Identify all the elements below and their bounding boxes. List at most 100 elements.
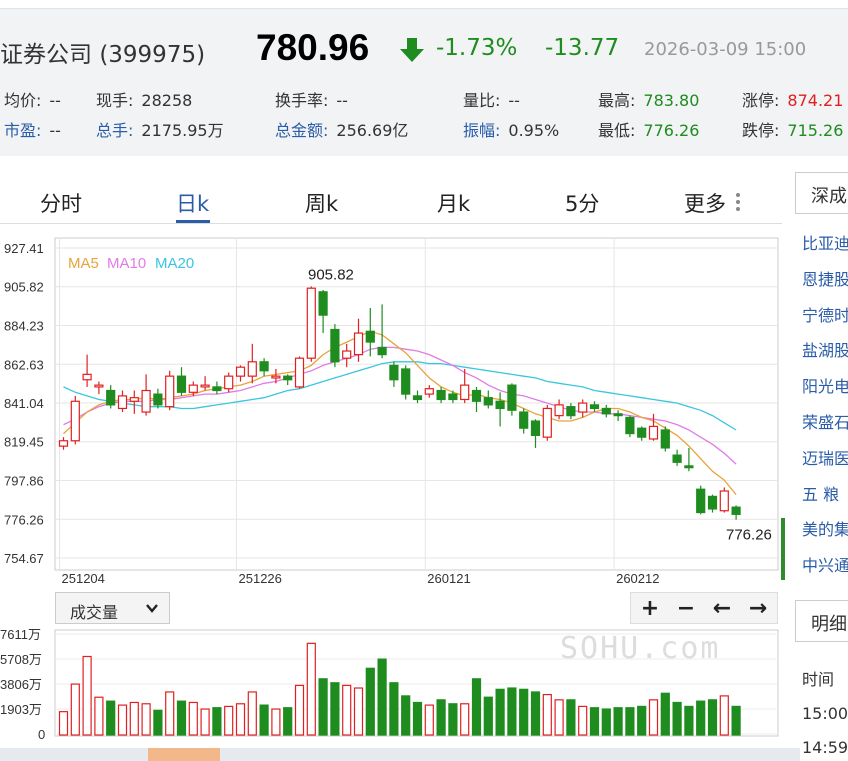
y-tick-label: 754.67 <box>4 551 44 566</box>
candle-body[interactable] <box>94 384 104 388</box>
stat-value: 28258 <box>141 91 193 110</box>
candle-body[interactable] <box>719 490 729 512</box>
candle-body[interactable] <box>365 330 375 343</box>
candle-body[interactable] <box>601 407 611 415</box>
candle-body[interactable] <box>401 368 411 395</box>
candle-body[interactable] <box>141 389 151 413</box>
candle-body[interactable] <box>589 404 600 410</box>
candle-body[interactable] <box>247 361 257 377</box>
tab-4[interactable]: 5分 <box>565 192 600 216</box>
constituent-link[interactable]: 中兴通 <box>802 556 848 576</box>
candle-body[interactable] <box>684 465 694 469</box>
volume-bar <box>672 701 682 736</box>
tab-2[interactable]: 周k <box>305 192 339 216</box>
candle-body[interactable] <box>271 375 281 379</box>
volume-indicator-select[interactable]: 成交量 <box>55 592 170 624</box>
candle-body[interactable] <box>672 454 682 463</box>
stat-label[interactable]: 市盈: <box>4 121 42 140</box>
candle-body[interactable] <box>377 346 387 356</box>
candle-body[interactable] <box>259 361 269 372</box>
candle-body[interactable] <box>625 416 635 435</box>
candle-body[interactable] <box>542 407 552 438</box>
candle-body[interactable] <box>648 425 659 440</box>
candle-body[interactable] <box>578 402 588 413</box>
candle-body[interactable] <box>153 393 163 406</box>
constituent-link[interactable]: 比亚迪 <box>802 234 848 253</box>
candle-body[interactable] <box>294 357 305 388</box>
constituent-link[interactable]: 美的集 <box>802 520 848 540</box>
volume-bar <box>424 704 434 736</box>
tab-0[interactable]: 分时 <box>40 192 82 216</box>
candle-body[interactable] <box>389 364 399 381</box>
candle-body[interactable] <box>707 495 718 510</box>
constituent-link[interactable]: 阳光电 <box>802 377 848 397</box>
candle-body[interactable] <box>519 411 529 429</box>
kline-chart[interactable]: 927.41 905.82 884.23 862.63 841.04 819.45 797.… <box>0 230 785 750</box>
candle-body[interactable] <box>306 287 316 359</box>
candle-body[interactable] <box>530 420 541 436</box>
candle-body[interactable] <box>330 328 340 363</box>
volume-bar <box>306 642 316 736</box>
scroll-marker[interactable] <box>781 518 785 580</box>
candle-body[interactable] <box>235 366 246 377</box>
stat-value: 874.21 <box>787 91 844 110</box>
min-price-label: 776.26 <box>726 526 772 543</box>
candle-body[interactable] <box>106 389 116 406</box>
candle-body[interactable] <box>731 506 741 515</box>
pan-left-button[interactable]: ← <box>712 596 732 621</box>
candle-body[interactable] <box>176 375 187 393</box>
candle-body[interactable] <box>283 375 293 381</box>
candle-body[interactable] <box>471 389 482 402</box>
candle-body[interactable] <box>82 373 92 381</box>
volume-bar <box>542 693 552 736</box>
candle-body[interactable] <box>637 427 647 438</box>
candle-body[interactable] <box>554 404 564 417</box>
constituent-link[interactable]: 盐湖股 <box>802 341 848 361</box>
candle-body[interactable] <box>436 389 446 401</box>
candle-body[interactable] <box>495 400 505 410</box>
constituent-link[interactable]: 恩捷股 <box>802 269 848 289</box>
candle-body[interactable] <box>507 384 517 411</box>
tab-3[interactable]: 月k <box>437 192 471 216</box>
candle-body[interactable] <box>412 395 423 401</box>
candle-body[interactable] <box>188 384 198 393</box>
volume-bar <box>589 707 600 736</box>
candle-body[interactable] <box>483 397 493 406</box>
candle-body[interactable] <box>424 388 434 395</box>
tab-5[interactable]: 更多 <box>684 192 726 216</box>
zoom-in-button[interactable]: + <box>640 596 660 621</box>
candle-body[interactable] <box>117 395 128 410</box>
bottom-strip <box>0 748 150 761</box>
candle-body[interactable] <box>566 406 576 417</box>
more-icon[interactable] <box>735 192 741 212</box>
stat-item: 现手: 28258 <box>96 87 192 111</box>
zoom-out-button[interactable]: − <box>676 596 696 621</box>
candle-body[interactable] <box>448 393 458 401</box>
candle-body[interactable] <box>318 291 328 316</box>
candle-body[interactable] <box>353 332 364 356</box>
tab-1[interactable]: 日k <box>176 192 210 216</box>
detail-header <box>795 600 848 642</box>
constituent-link[interactable]: 宁德时 <box>802 305 848 325</box>
constituent-link[interactable]: 五 粮 <box>802 484 840 504</box>
constituent-link[interactable]: 荣盛石 <box>802 413 848 432</box>
candle-body[interactable] <box>165 375 175 408</box>
candle-body[interactable] <box>460 384 470 401</box>
stat-label[interactable]: 振幅: <box>463 121 501 140</box>
candle-body[interactable] <box>129 397 139 402</box>
stat-label[interactable]: 总金额: <box>275 121 329 140</box>
candle-body[interactable] <box>58 440 69 447</box>
candle-body[interactable] <box>696 488 706 514</box>
candle-body[interactable] <box>212 386 222 392</box>
constituent-link[interactable]: 迈瑞医 <box>802 448 848 468</box>
pan-right-button[interactable]: → <box>748 596 768 621</box>
candle-body[interactable] <box>200 384 210 388</box>
candle-body[interactable] <box>342 350 352 359</box>
candle-body[interactable] <box>70 400 80 442</box>
volume-bar <box>578 705 588 736</box>
candle-body[interactable] <box>660 429 670 449</box>
volume-bar <box>377 658 387 736</box>
stat-label[interactable]: 总手: <box>96 121 134 140</box>
candle-body[interactable] <box>224 375 234 390</box>
candle-body[interactable] <box>613 413 623 417</box>
